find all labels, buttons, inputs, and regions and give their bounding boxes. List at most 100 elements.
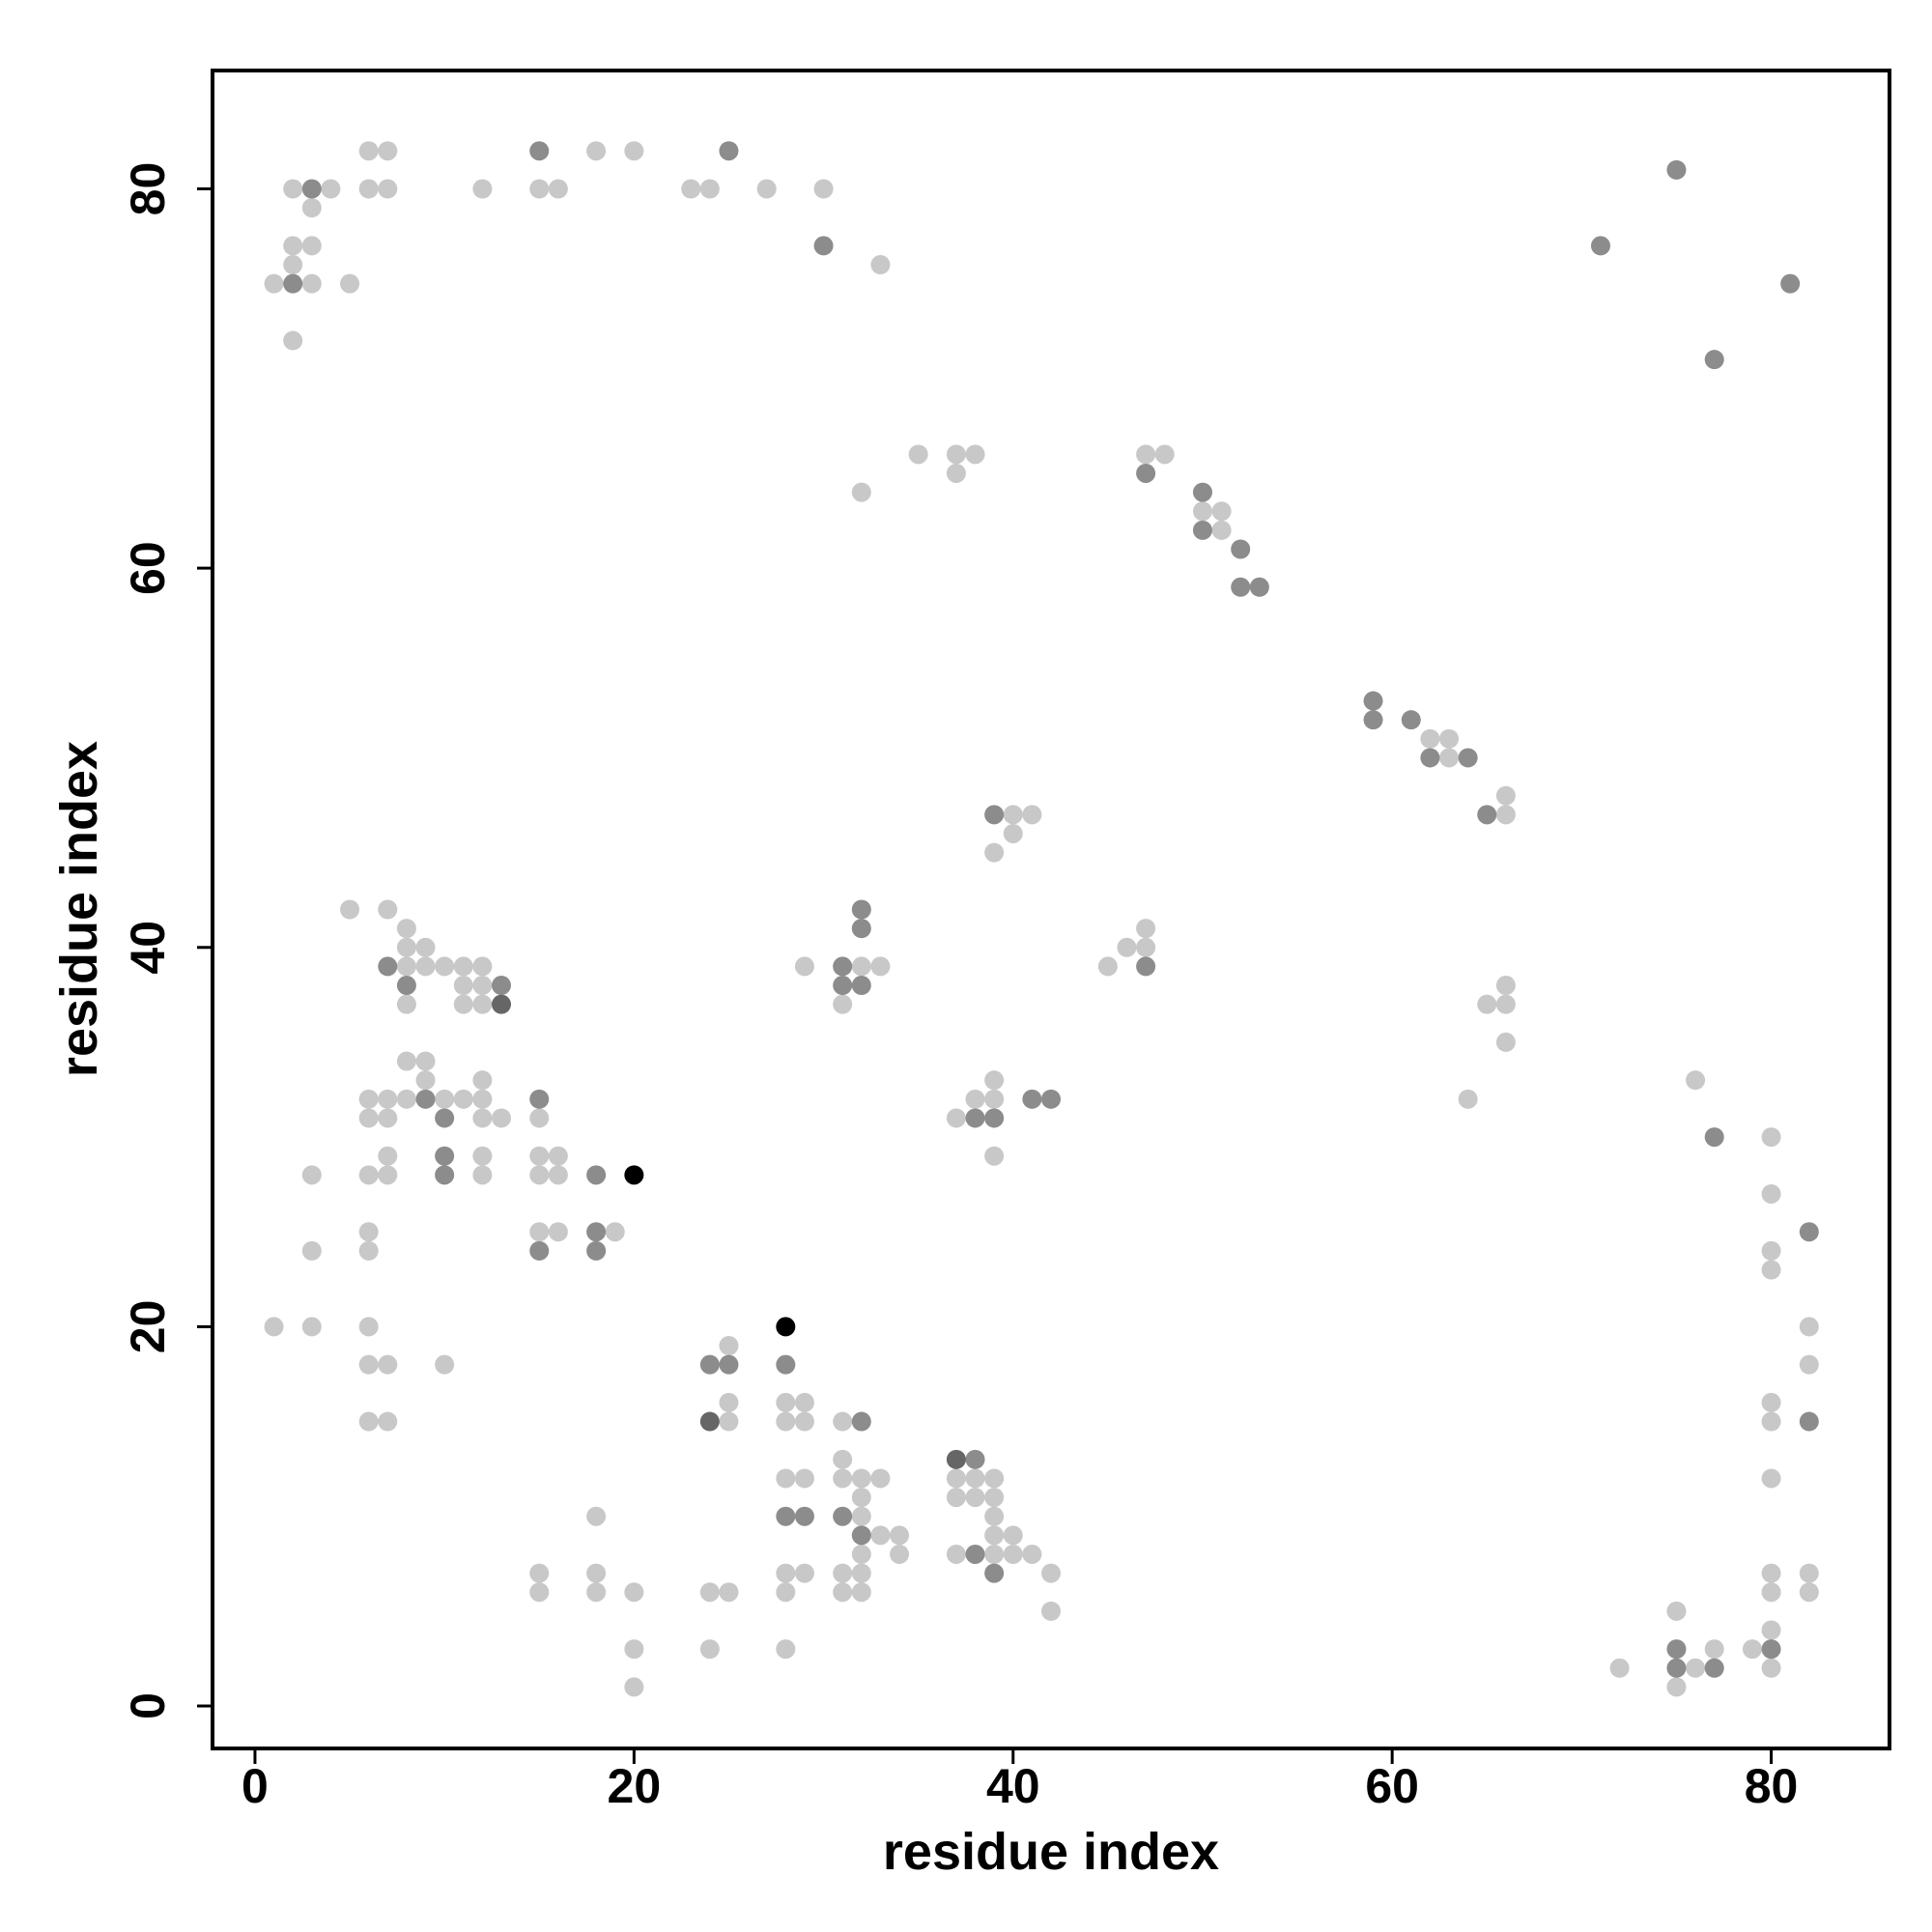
point bbox=[699, 179, 720, 199]
point bbox=[851, 1544, 871, 1564]
point bbox=[833, 1468, 853, 1489]
point bbox=[435, 1146, 455, 1166]
point bbox=[624, 1165, 644, 1185]
point bbox=[396, 1051, 416, 1071]
point bbox=[1666, 1639, 1687, 1660]
point bbox=[833, 1563, 853, 1583]
point bbox=[946, 1544, 966, 1564]
point bbox=[946, 1468, 966, 1489]
point bbox=[719, 1582, 739, 1603]
point bbox=[378, 1354, 398, 1375]
x-tick-label: 0 bbox=[242, 1759, 269, 1813]
point bbox=[965, 1108, 985, 1128]
point bbox=[415, 1051, 436, 1071]
point bbox=[1420, 748, 1440, 768]
point bbox=[1136, 956, 1156, 977]
point bbox=[358, 141, 379, 161]
point bbox=[301, 1240, 322, 1261]
point bbox=[1666, 1601, 1687, 1621]
point bbox=[851, 1488, 871, 1508]
point bbox=[396, 937, 416, 957]
point bbox=[946, 1488, 966, 1508]
point bbox=[378, 956, 398, 977]
point bbox=[301, 1317, 322, 1337]
point bbox=[624, 1582, 644, 1603]
point bbox=[1704, 1127, 1724, 1148]
point bbox=[1003, 823, 1023, 843]
point bbox=[1495, 1032, 1516, 1052]
point bbox=[1097, 956, 1118, 977]
point bbox=[776, 1411, 796, 1432]
point bbox=[1495, 805, 1516, 825]
point bbox=[415, 937, 436, 957]
point bbox=[776, 1354, 796, 1375]
point bbox=[301, 198, 322, 218]
point bbox=[1799, 1317, 1819, 1337]
y-tick-label: 20 bbox=[121, 1300, 175, 1354]
point bbox=[1041, 1563, 1061, 1583]
point bbox=[358, 1411, 379, 1432]
point bbox=[321, 179, 341, 199]
point bbox=[984, 1563, 1005, 1583]
point bbox=[1495, 994, 1516, 1014]
point bbox=[472, 1089, 493, 1109]
point bbox=[472, 956, 493, 977]
point bbox=[378, 899, 398, 920]
x-tick-label: 40 bbox=[986, 1759, 1040, 1813]
y-tick-label: 0 bbox=[121, 1692, 175, 1719]
point bbox=[946, 1108, 966, 1128]
point bbox=[1363, 691, 1383, 711]
point bbox=[890, 1525, 910, 1546]
point bbox=[1495, 785, 1516, 806]
point bbox=[492, 1108, 512, 1128]
point bbox=[851, 1411, 871, 1432]
point bbox=[851, 1563, 871, 1583]
point bbox=[833, 1506, 853, 1526]
point bbox=[1154, 444, 1175, 465]
point bbox=[851, 919, 871, 939]
point bbox=[453, 956, 473, 977]
y-tick-label: 40 bbox=[121, 921, 175, 975]
point bbox=[1211, 501, 1232, 522]
point bbox=[1761, 1582, 1781, 1603]
point bbox=[396, 1089, 416, 1109]
point bbox=[358, 1240, 379, 1261]
point bbox=[301, 179, 322, 199]
point bbox=[1761, 1260, 1781, 1280]
point bbox=[396, 976, 416, 996]
point bbox=[396, 919, 416, 939]
point bbox=[794, 1392, 814, 1412]
point bbox=[776, 1563, 796, 1583]
point bbox=[719, 1336, 739, 1356]
point bbox=[264, 1317, 284, 1337]
point bbox=[1192, 501, 1212, 522]
point bbox=[1761, 1468, 1781, 1489]
point bbox=[965, 1089, 985, 1109]
point bbox=[453, 1089, 473, 1109]
point bbox=[492, 994, 512, 1014]
point bbox=[1761, 1240, 1781, 1261]
point bbox=[1666, 1658, 1687, 1678]
y-tick-label: 60 bbox=[121, 541, 175, 595]
point bbox=[378, 141, 398, 161]
point bbox=[946, 463, 966, 483]
point bbox=[586, 1582, 607, 1603]
point bbox=[548, 1146, 568, 1166]
point bbox=[1231, 577, 1251, 597]
point bbox=[719, 1392, 739, 1412]
point bbox=[1761, 1620, 1781, 1640]
point bbox=[624, 1639, 644, 1660]
point bbox=[1003, 805, 1023, 825]
point bbox=[1761, 1392, 1781, 1412]
point bbox=[1117, 937, 1137, 957]
point bbox=[965, 1544, 985, 1564]
point bbox=[984, 1108, 1005, 1128]
point bbox=[794, 1563, 814, 1583]
point bbox=[984, 842, 1005, 863]
point bbox=[624, 1677, 644, 1697]
point bbox=[529, 1165, 550, 1185]
point bbox=[1704, 1639, 1724, 1660]
point bbox=[283, 236, 303, 256]
point bbox=[965, 1488, 985, 1508]
point bbox=[776, 1468, 796, 1489]
